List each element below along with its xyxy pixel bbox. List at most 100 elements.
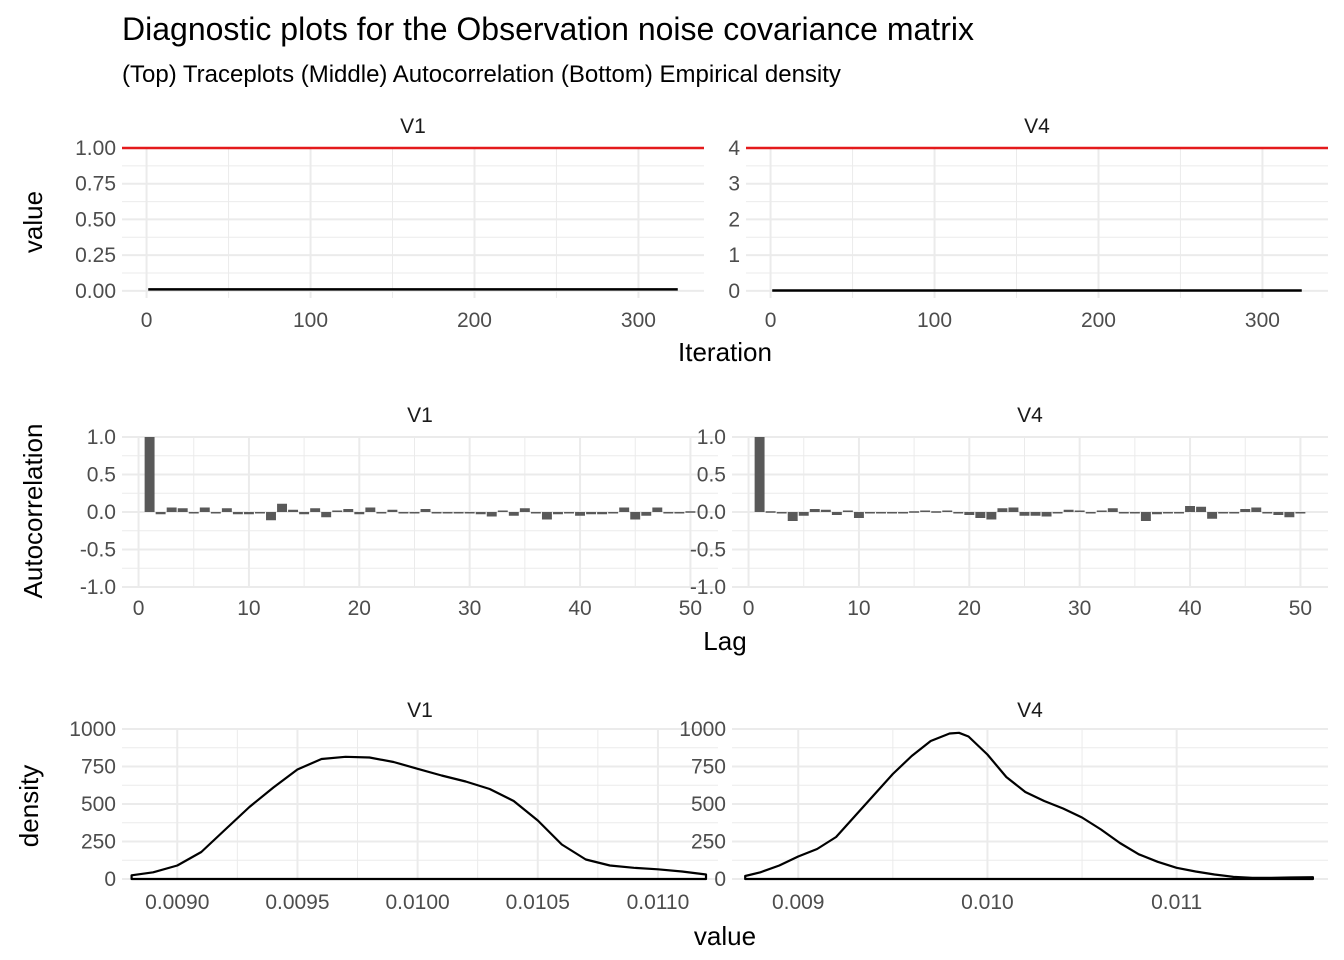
traceplots-x-tick-label: 100 xyxy=(293,309,328,332)
acf-bar xyxy=(1240,509,1251,512)
acf-bar xyxy=(964,512,975,515)
empirical-density-y-tick-label: 1000 xyxy=(679,718,726,741)
traceplots-x-tick-label: 0 xyxy=(765,309,777,332)
density-x-axis-title: value xyxy=(694,921,756,951)
acf-bar xyxy=(1295,512,1306,514)
traceplots-x-tick-label: 200 xyxy=(457,309,492,332)
traceplots-y-tick-label: 0 xyxy=(728,280,740,303)
acf-bar xyxy=(530,512,541,514)
autocorrelation-y-tick-label: -0.5 xyxy=(690,539,726,562)
traceplots-y-tick-label: 2 xyxy=(728,208,740,231)
acf-bar xyxy=(809,509,820,512)
autocorrelation-x-tick-label: 10 xyxy=(847,597,870,620)
acf-bar xyxy=(663,512,674,514)
traceplots-y-tick-label: 0.25 xyxy=(75,244,116,267)
empirical-density-y-tick-label: 1000 xyxy=(69,718,116,741)
traceplots-y-tick-label: 0.75 xyxy=(75,173,116,196)
autocorrelation-y-tick-label: 1.0 xyxy=(87,426,116,449)
acf-bar xyxy=(776,512,787,514)
acf-bar xyxy=(177,508,188,512)
empirical-density-y-tick-label: 750 xyxy=(81,756,116,779)
acf-bar xyxy=(1174,512,1184,514)
acf-bar xyxy=(608,512,619,514)
acf-bar xyxy=(1019,512,1030,516)
acf-bar xyxy=(1107,508,1118,512)
autocorrelation-x-tick-label: 50 xyxy=(1289,597,1312,620)
autocorrelation-x-tick-label: 40 xyxy=(568,597,591,620)
empirical-density-x-tick-label: 0.0100 xyxy=(385,891,449,914)
acf-bar xyxy=(288,509,299,512)
autocorrelation-y-axis-title: Autocorrelation xyxy=(18,424,48,599)
empirical-density-x-tick-label: 0.011 xyxy=(1151,891,1202,914)
traceplot-panel-v4: 0 1 2 3 4 0 100 200 300 V4 xyxy=(728,115,1328,332)
traceplots-x-tick-label: 300 xyxy=(621,309,656,332)
acf-bar xyxy=(652,507,663,512)
acf-bar xyxy=(898,512,909,514)
acf-bar xyxy=(630,512,641,520)
empirical-density-strip-label: V4 xyxy=(1017,699,1043,722)
acf-bar xyxy=(232,512,243,515)
acf-bar xyxy=(887,512,898,514)
empirical-density-x-tick-label: 0.009 xyxy=(772,891,825,914)
acf-bar xyxy=(953,512,964,514)
autocorrelation-y-tick-label: 1.0 xyxy=(697,426,726,449)
acf-bar xyxy=(1284,512,1295,518)
traceplot-row: 0.00 0.25 0.50 0.75 1.00 0 100 200 300 V1 0 1 2 3 4 0 1… xyxy=(18,115,1328,367)
traceplots-y-tick-label: 3 xyxy=(728,173,740,196)
acf-bar xyxy=(1129,512,1140,514)
empirical-density-x-tick-label: 0.010 xyxy=(961,891,1014,914)
empirical-density-x-tick-label: 0.0105 xyxy=(506,891,570,914)
autocorrelation-y-tick-label: 0.0 xyxy=(87,501,116,524)
traceplots-x-tick-label: 0 xyxy=(141,309,153,332)
acf-bar xyxy=(541,512,552,520)
density-panel-v4: 0 250 500 750 1000 0.009 0.010 0.011 V4 xyxy=(679,699,1328,914)
traceplot-panel-v1: 0.00 0.25 0.50 0.75 1.00 0 100 200 300 V1 xyxy=(75,115,704,332)
acf-bar xyxy=(431,512,442,514)
acf-bar xyxy=(1008,507,1019,512)
acf-bar xyxy=(365,507,376,512)
acf-bar xyxy=(765,511,776,513)
acf-bar xyxy=(1041,512,1052,517)
acf-bar xyxy=(798,512,809,516)
empirical-density-y-tick-label: 500 xyxy=(81,793,116,816)
autocorrelation-strip-label: V1 xyxy=(407,404,433,427)
acf-bar xyxy=(299,512,310,515)
acf-bar xyxy=(497,510,508,512)
autocorrelation-y-tick-label: -1.0 xyxy=(80,576,116,599)
acf-bar xyxy=(1262,512,1273,514)
acf-bar xyxy=(354,512,365,515)
empirical-density-y-tick-label: 250 xyxy=(81,831,116,854)
acf-bar xyxy=(475,512,486,515)
acf-bar xyxy=(787,512,798,521)
acf-bar xyxy=(975,512,986,518)
autocorrelation-strip-label: V4 xyxy=(1017,404,1043,427)
acf-bar xyxy=(820,509,831,512)
acf-bar xyxy=(842,510,853,512)
figure-title: Diagnostic plots for the Observation noi… xyxy=(122,11,974,47)
acf-bar xyxy=(1251,507,1262,512)
acf-bar xyxy=(552,512,563,515)
acf-bar xyxy=(1074,510,1085,512)
empirical-density-x-tick-label: 0.0095 xyxy=(265,891,329,914)
acf-bar xyxy=(1273,512,1284,515)
acf-bar xyxy=(831,512,842,515)
density-curve xyxy=(744,731,1314,881)
figure-subtitle: (Top) Traceplots (Middle) Autocorrelatio… xyxy=(122,61,841,88)
acf-bar xyxy=(1085,512,1096,514)
acf-bar xyxy=(266,512,276,521)
autocorrelation-x-tick-label: 0 xyxy=(743,597,755,620)
acf-bar xyxy=(641,512,652,516)
acf-bar xyxy=(931,511,942,513)
acf-bar xyxy=(685,511,696,513)
acf-bar xyxy=(453,512,464,514)
acf-bar xyxy=(1229,512,1240,514)
acf-bar xyxy=(942,510,953,512)
acf-bar xyxy=(754,437,765,512)
traceplots-x-tick-label: 100 xyxy=(917,309,952,332)
acf-bar xyxy=(920,510,931,512)
acf-bar xyxy=(876,512,886,514)
autocorrelation-y-tick-label: 0.5 xyxy=(87,464,116,487)
autocorrelation-x-tick-label: 20 xyxy=(958,597,981,620)
acf-bar xyxy=(166,507,177,512)
